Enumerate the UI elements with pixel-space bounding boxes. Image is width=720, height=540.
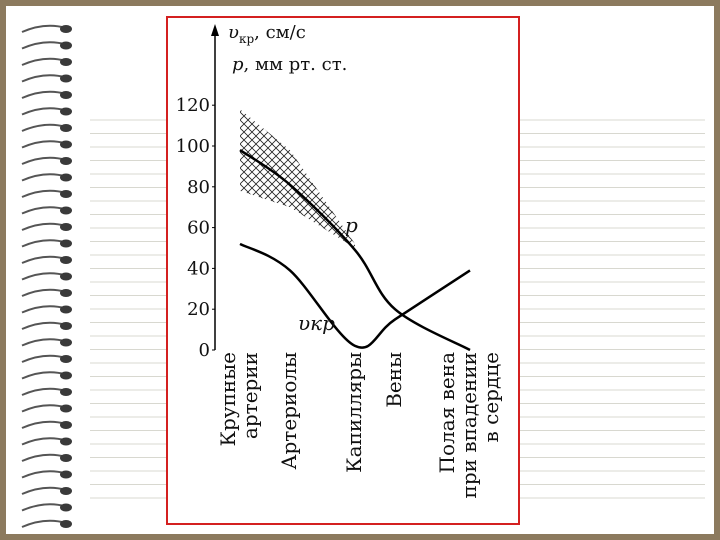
- y-tick-label: 60: [187, 218, 210, 239]
- label-unit: , мм рт. ст.: [244, 54, 348, 75]
- x-tick-label: в сердце: [479, 352, 503, 442]
- hole: [60, 470, 72, 479]
- label-symbol: υ: [228, 22, 239, 43]
- hole: [60, 503, 72, 512]
- spiral-binding: [21, 24, 72, 528]
- label-unit: , см/с: [254, 22, 306, 43]
- x-tick-label: Вены: [382, 352, 406, 408]
- hole: [60, 404, 72, 413]
- hole: [60, 272, 72, 281]
- y-tick-label: 100: [176, 136, 210, 157]
- hole: [60, 520, 72, 528]
- hole: [60, 371, 72, 380]
- hole: [60, 322, 72, 330]
- plot: υкр, см/сp, мм рт. ст.020406080100120Кру…: [176, 22, 503, 498]
- hole: [60, 91, 72, 99]
- hole: [60, 338, 72, 347]
- label-subscript: кр: [239, 32, 255, 46]
- hole: [60, 74, 72, 83]
- hole: [60, 124, 72, 132]
- x-tick-label: Артериолы: [277, 352, 301, 470]
- hole: [60, 25, 72, 33]
- hole: [60, 173, 72, 182]
- y-tick-label: 40: [187, 258, 210, 279]
- hole: [60, 256, 72, 264]
- y-axis-label: p, мм рт. ст.: [232, 54, 347, 75]
- hole: [60, 206, 72, 215]
- hole: [60, 355, 72, 363]
- x-tick-label: Капилляры: [342, 352, 366, 473]
- y-axis-label: υкр, см/с: [228, 22, 306, 46]
- x-tick-label: артерии: [238, 352, 262, 439]
- hole: [60, 289, 72, 297]
- hole: [60, 437, 72, 446]
- hole: [60, 454, 72, 462]
- series-line: [239, 242, 471, 349]
- hole: [60, 239, 72, 248]
- x-tick-label: при впадении: [457, 352, 481, 498]
- axis-arrow: [211, 24, 219, 36]
- x-tick-label: Полая вена: [435, 352, 459, 474]
- hole: [60, 421, 72, 429]
- hole: [60, 388, 72, 396]
- hole: [60, 58, 72, 66]
- hole: [60, 305, 72, 314]
- y-tick-label: 0: [199, 340, 210, 361]
- hole: [60, 223, 72, 231]
- hole: [60, 41, 72, 50]
- hole: [60, 140, 72, 149]
- hole: [60, 190, 72, 198]
- y-tick-label: 120: [176, 95, 210, 116]
- hole: [60, 157, 72, 165]
- label-symbol: p: [232, 54, 244, 75]
- x-tick-label: Крупные: [216, 352, 240, 446]
- hole: [60, 487, 72, 495]
- series-label: p: [345, 213, 358, 237]
- series-line: [239, 149, 471, 352]
- hole: [60, 107, 72, 116]
- y-tick-label: 80: [187, 177, 210, 198]
- figure-frame: [166, 16, 520, 525]
- series-label: υкр: [298, 311, 335, 335]
- y-tick-label: 20: [187, 299, 210, 320]
- pressure-range: [240, 109, 355, 248]
